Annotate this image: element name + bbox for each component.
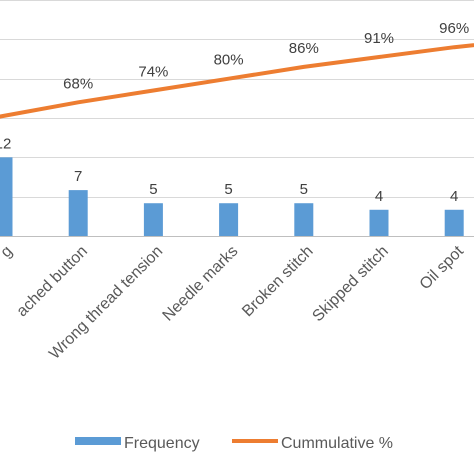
cumulative-series-line xyxy=(0,43,474,119)
legend-cumulative-label: Cummulative % xyxy=(281,435,393,452)
category-label: g xyxy=(0,243,16,261)
bar xyxy=(444,209,464,236)
bar xyxy=(294,203,314,236)
category-label: Oil spot xyxy=(417,242,468,293)
legend-frequency-swatch xyxy=(75,437,121,445)
category-label: ached button xyxy=(14,243,91,320)
bar xyxy=(369,209,389,236)
cumulative-data-label: 80% xyxy=(214,52,244,69)
bar xyxy=(0,157,13,236)
cumulative-data-labels: 68% 74% 80% 86% 91% 96% xyxy=(63,20,469,92)
bar-data-label: 4 xyxy=(375,188,383,205)
cumulative-data-label: 68% xyxy=(63,75,93,92)
bar-data-label: 5 xyxy=(149,181,157,198)
legend-frequency-label: Frequency xyxy=(124,435,200,452)
frequency-data-labels: 12 7 5 5 5 4 4 xyxy=(0,135,458,204)
cumulative-line xyxy=(0,43,474,119)
bar xyxy=(219,203,239,236)
cumulative-data-label: 91% xyxy=(364,30,394,47)
bar-data-label: 12 xyxy=(0,135,11,152)
bar-data-label: 4 xyxy=(450,188,458,205)
bar-data-label: 5 xyxy=(300,181,308,198)
category-label: Skipped stitch xyxy=(309,243,391,325)
frequency-bars xyxy=(0,157,464,236)
cumulative-data-label: 96% xyxy=(439,20,469,37)
cumulative-data-label: 74% xyxy=(138,63,168,80)
cumulative-data-label: 86% xyxy=(289,40,319,57)
bar-data-label: 5 xyxy=(224,181,232,198)
category-label: Broken stitch xyxy=(239,243,316,320)
category-label: Needle marks xyxy=(160,243,242,325)
legend: Frequency Cummulative % xyxy=(75,435,393,452)
bar xyxy=(68,190,88,236)
bar-data-label: 7 xyxy=(74,168,82,185)
bar xyxy=(143,203,163,236)
